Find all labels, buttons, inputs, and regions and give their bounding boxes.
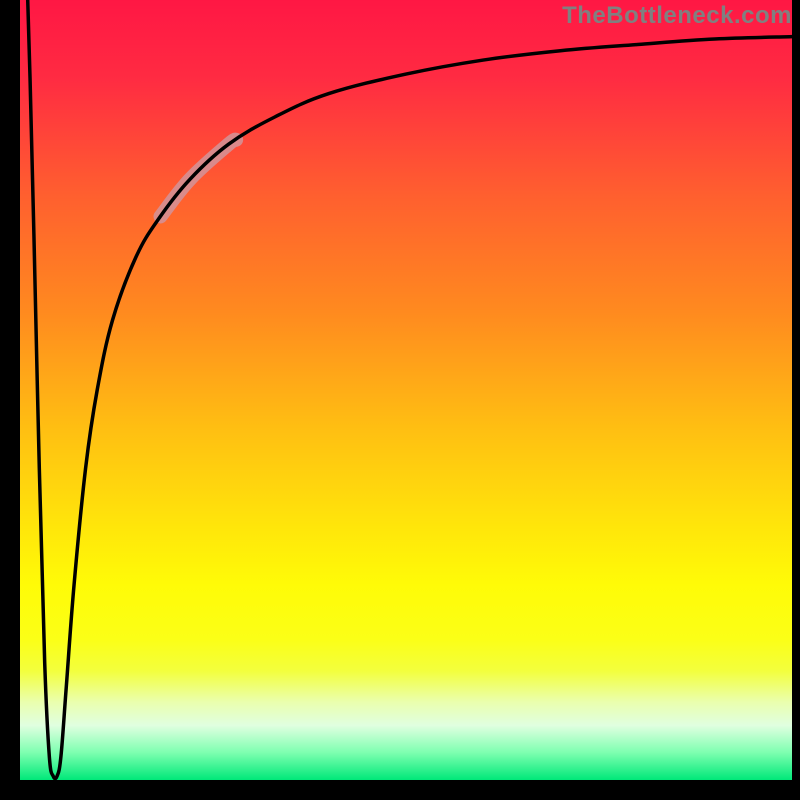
gradient-curve-plot [0, 0, 800, 800]
watermark-text: TheBottleneck.com [562, 2, 792, 30]
plot-gradient-rect [20, 0, 792, 780]
bottleneck-chart: TheBottleneck.com [0, 0, 800, 800]
